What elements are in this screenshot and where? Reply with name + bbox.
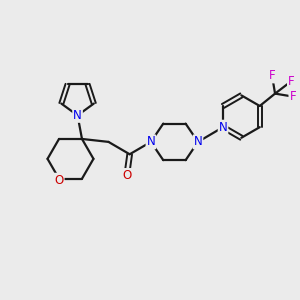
- Text: O: O: [54, 174, 64, 187]
- Text: O: O: [122, 169, 131, 182]
- Text: F: F: [290, 90, 296, 103]
- Text: F: F: [288, 75, 295, 88]
- Text: N: N: [194, 135, 202, 148]
- Text: N: N: [146, 135, 155, 148]
- Text: N: N: [73, 109, 82, 122]
- Text: N: N: [219, 121, 227, 134]
- Text: F: F: [269, 69, 275, 82]
